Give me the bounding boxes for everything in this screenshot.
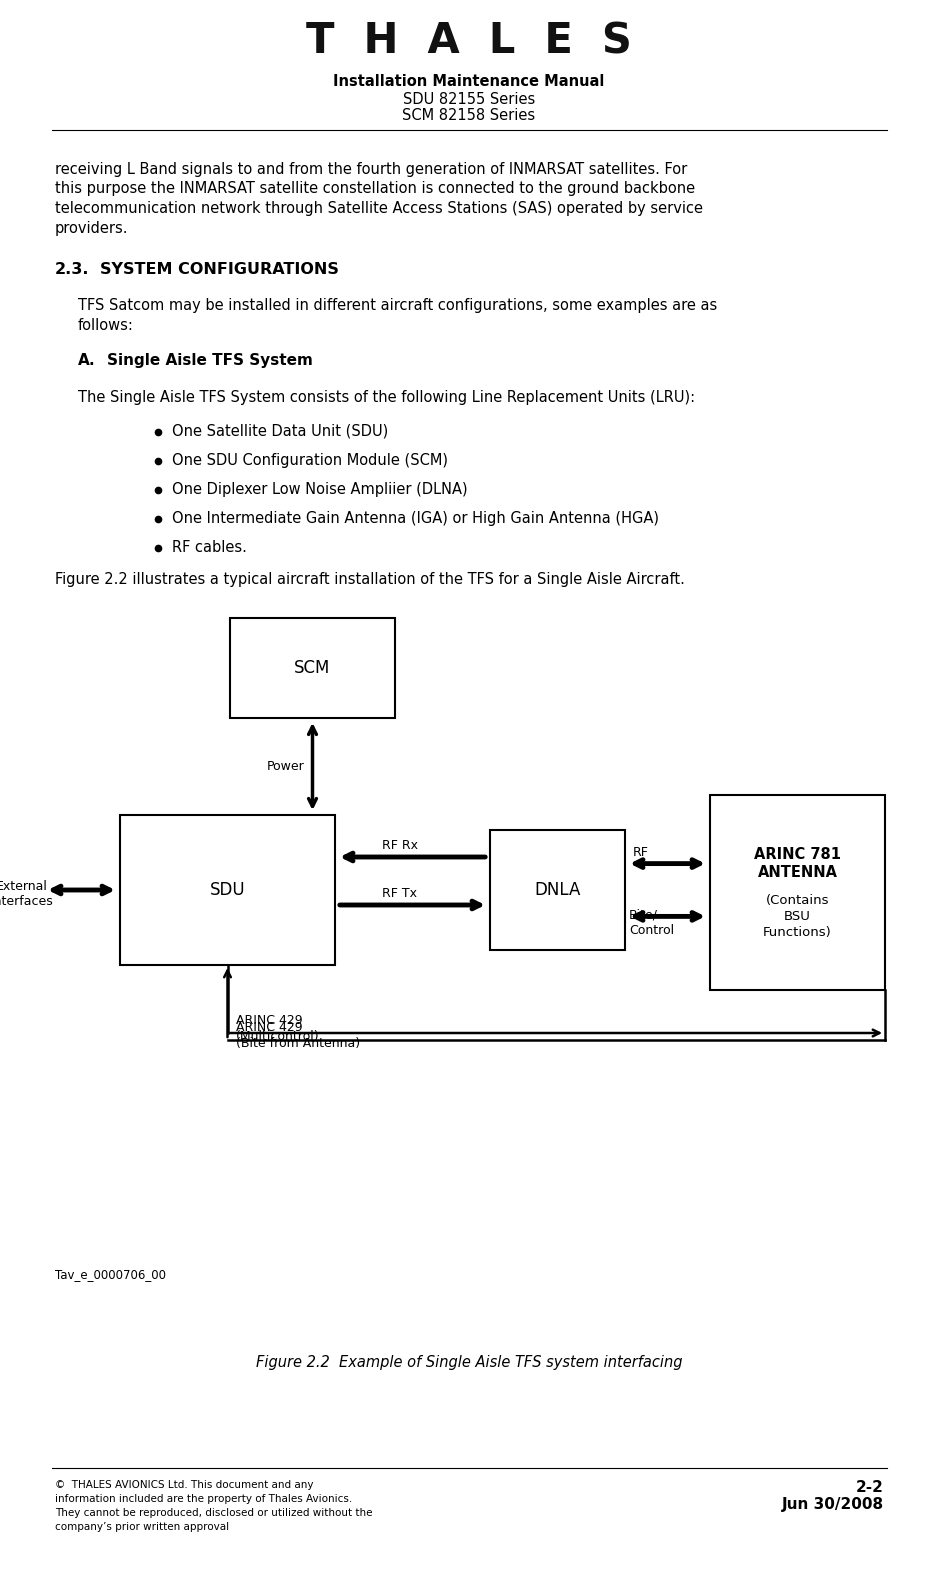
FancyArrowPatch shape: [635, 860, 700, 868]
Text: A.: A.: [78, 353, 96, 369]
Text: providers.: providers.: [55, 221, 129, 235]
Bar: [230, 618, 395, 718]
Text: T  H  A  L  E  S: T H A L E S: [306, 21, 632, 64]
Text: RF: RF: [633, 845, 649, 858]
Text: BSU: BSU: [784, 910, 811, 923]
FancyArrowPatch shape: [309, 726, 316, 806]
Text: ©  THALES AVIONICS Ltd. This document and any: © THALES AVIONICS Ltd. This document and…: [55, 1479, 314, 1490]
Text: Figure 2.2 illustrates a typical aircraft installation of the TFS for a Single A: Figure 2.2 illustrates a typical aircraf…: [55, 572, 685, 586]
Text: Tav_e_0000706_00: Tav_e_0000706_00: [55, 1268, 166, 1281]
Text: One Satellite Data Unit (SDU): One Satellite Data Unit (SDU): [172, 424, 388, 439]
Text: receiving L Band signals to and from the fourth generation of INMARSAT satellite: receiving L Band signals to and from the…: [55, 162, 687, 176]
Text: telecommunication network through Satellite Access Stations (SAS) operated by se: telecommunication network through Satell…: [55, 200, 703, 216]
Text: TFS Satcom may be installed in different aircraft configurations, some examples : TFS Satcom may be installed in different…: [78, 299, 717, 313]
FancyArrowPatch shape: [346, 853, 485, 861]
Text: Interfaces: Interfaces: [0, 895, 54, 907]
Text: One SDU Configuration Module (SCM): One SDU Configuration Module (SCM): [172, 453, 448, 469]
Text: RF Rx: RF Rx: [382, 839, 419, 852]
Bar: [710, 794, 885, 990]
Bar: [120, 815, 335, 965]
Text: RF Tx: RF Tx: [382, 887, 418, 899]
Text: company’s prior written approval: company’s prior written approval: [55, 1522, 229, 1532]
Text: Control: Control: [629, 925, 674, 938]
Text: SYSTEM CONFIGURATIONS: SYSTEM CONFIGURATIONS: [100, 262, 339, 276]
Text: (Bite from Antenna): (Bite from Antenna): [236, 1038, 360, 1050]
Text: The Single Aisle TFS System consists of the following Line Replacement Units (LR: The Single Aisle TFS System consists of …: [78, 389, 695, 405]
Text: Power: Power: [267, 760, 304, 772]
Text: follows:: follows:: [78, 318, 134, 332]
Text: Installation Maintenance Manual: Installation Maintenance Manual: [333, 75, 605, 89]
Bar: [490, 829, 625, 950]
Text: They cannot be reproduced, disclosed or utilized without the: They cannot be reproduced, disclosed or …: [55, 1508, 373, 1517]
Text: External: External: [0, 880, 48, 893]
Text: (Multicontrol): (Multicontrol): [236, 1030, 319, 1042]
Text: (Contains: (Contains: [765, 895, 829, 907]
Text: SDU 82155 Series: SDU 82155 Series: [403, 92, 535, 108]
Text: SCM 82158 Series: SCM 82158 Series: [403, 108, 535, 124]
Text: ARINC 781: ARINC 781: [754, 847, 841, 861]
Text: 2.3.: 2.3.: [55, 262, 89, 276]
Text: One Intermediate Gain Antenna (IGA) or High Gain Antenna (HGA): One Intermediate Gain Antenna (IGA) or H…: [172, 512, 659, 526]
Text: RF cables.: RF cables.: [172, 540, 247, 555]
Text: information included are the property of Thales Avionics.: information included are the property of…: [55, 1494, 352, 1505]
Text: DNLA: DNLA: [534, 880, 580, 899]
Text: SDU: SDU: [209, 880, 245, 899]
FancyArrowPatch shape: [340, 901, 480, 909]
Text: Bite/: Bite/: [629, 909, 658, 922]
FancyArrowPatch shape: [54, 887, 110, 895]
Text: SCM: SCM: [294, 659, 331, 677]
FancyArrowPatch shape: [635, 912, 700, 920]
Text: 2-2: 2-2: [856, 1479, 884, 1495]
Text: this purpose the INMARSAT satellite constellation is connected to the ground bac: this purpose the INMARSAT satellite cons…: [55, 181, 695, 197]
Text: ARINC 429: ARINC 429: [236, 1014, 302, 1026]
Text: Jun 30/2008: Jun 30/2008: [782, 1497, 884, 1513]
Text: Figure 2.2  Example of Single Aisle TFS system interfacing: Figure 2.2 Example of Single Aisle TFS s…: [255, 1355, 683, 1370]
Text: ARINC 429: ARINC 429: [236, 1022, 302, 1034]
Text: One Diplexer Low Noise Ampliier (DLNA): One Diplexer Low Noise Ampliier (DLNA): [172, 481, 468, 497]
Text: Functions): Functions): [763, 926, 832, 939]
Text: Single Aisle TFS System: Single Aisle TFS System: [107, 353, 313, 369]
Text: ANTENNA: ANTENNA: [758, 864, 838, 880]
